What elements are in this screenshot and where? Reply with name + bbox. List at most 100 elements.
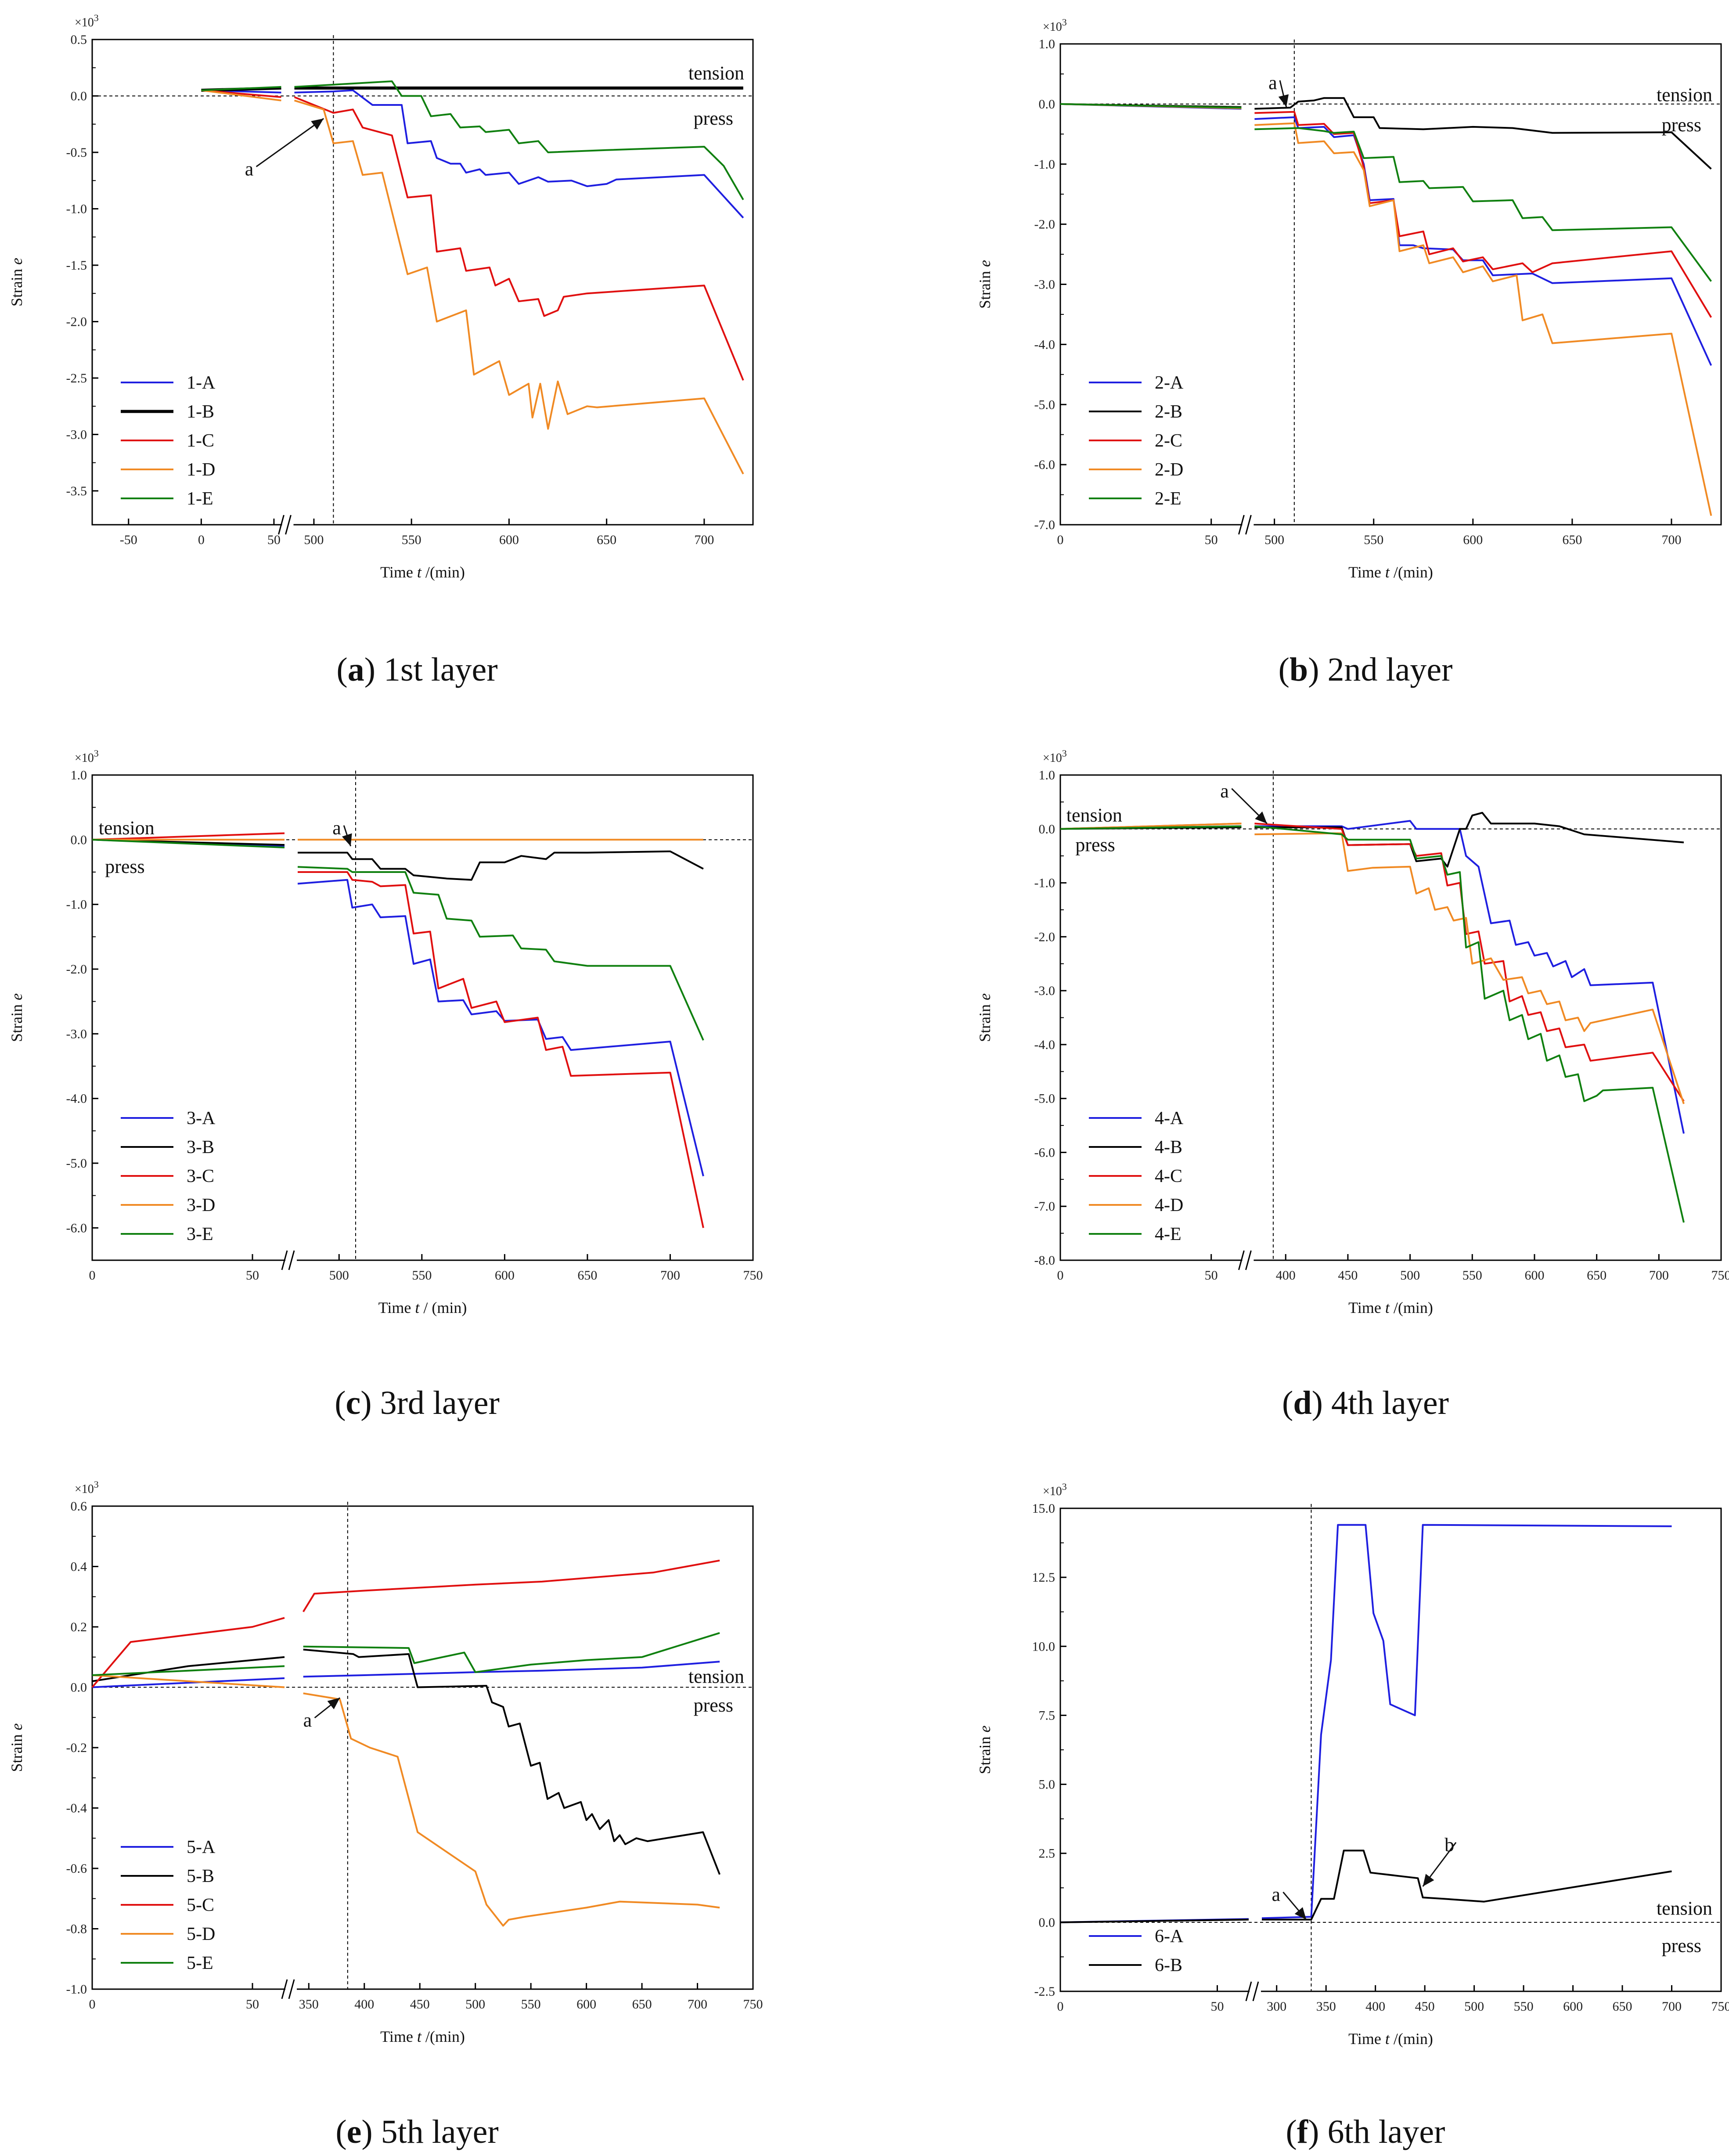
y-tick-label: -2.0: [66, 314, 87, 329]
x-axis-label-var: t: [1385, 1299, 1390, 1316]
y-exponent-base: ×10: [1043, 751, 1062, 765]
y-exponent-power: 3: [1062, 748, 1067, 759]
y-tick-label: 0.0: [1039, 1915, 1055, 1930]
axis-break-slash: [1252, 1981, 1259, 2001]
series-line-1-D-seg2: [294, 99, 744, 475]
plot-frame: [91, 39, 754, 526]
x-axis-label: Time t /(min): [1348, 563, 1433, 581]
legend-label-4-C: 4-C: [1155, 1166, 1182, 1186]
y-tick-label: -0.8: [66, 1922, 87, 1936]
y-tick-label: -3.0: [1034, 278, 1055, 292]
x-tick-label: 500: [1400, 1268, 1420, 1283]
x-tick-label: 700: [1649, 1268, 1669, 1283]
legend-label-6-A: 6-A: [1155, 1926, 1184, 1947]
y-exponent-label: ×103: [1043, 1481, 1067, 1498]
x-tick-label: 700: [1662, 1999, 1682, 2014]
plot-frame: [1059, 1507, 1722, 1992]
x-axis-label-var: t: [417, 563, 422, 581]
y-tick-label: -0.4: [66, 1801, 87, 1816]
x-axis-label-var: t: [1385, 563, 1390, 581]
x-axis-label-text: Time: [1348, 563, 1385, 581]
annotation-a: a: [332, 817, 341, 839]
y-tick-label: 0.0: [71, 833, 87, 847]
y-tick-label: 0.5: [71, 32, 87, 47]
x-tick-label: 550: [521, 1997, 541, 2012]
annotation-tension: tension: [99, 817, 155, 839]
x-axis-label-unit: /(min): [1390, 563, 1433, 581]
x-tick-label: 50: [1210, 1999, 1224, 2014]
x-axis-label-unit: /(min): [421, 2028, 465, 2045]
panel-caption: (d) 4th layer: [1282, 1384, 1449, 1421]
annotation-a: a: [1220, 780, 1229, 802]
series-line-5-E-seg1: [92, 1665, 285, 1676]
caption-letter: f: [1297, 2113, 1309, 2150]
y-tick-label: 5.0: [1039, 1777, 1055, 1792]
y-tick-label: -5.0: [66, 1156, 87, 1171]
x-axis-label: Time t /(min): [380, 563, 465, 581]
y-tick-label: 15.0: [1032, 1501, 1055, 1516]
x-tick-label: 50: [246, 1997, 259, 2012]
caption-open-paren: (: [1279, 651, 1290, 688]
series-line-5-D-seg1: [92, 1674, 285, 1688]
y-tick-label: -0.5: [66, 145, 87, 160]
x-tick-label: 550: [1462, 1268, 1482, 1283]
y-tick-label: 7.5: [1039, 1708, 1055, 1723]
y-tick-label: -3.0: [66, 1027, 87, 1041]
y-tick-label: -6.0: [1034, 1145, 1055, 1160]
x-tick-label: 650: [577, 1268, 597, 1283]
x-axis-label-text: Time: [378, 1299, 415, 1316]
series-line-2-A-seg2: [1254, 116, 1712, 366]
series-line-1-E-seg2: [294, 80, 744, 200]
x-tick-label: 300: [1267, 1999, 1286, 2014]
annotation-tension: tension: [1657, 1897, 1712, 1919]
y-tick-label: -2.5: [66, 371, 87, 386]
y-tick-label: 1.0: [1039, 768, 1055, 782]
x-tick-label: 350: [299, 1997, 319, 2012]
y-axis-label-var: e: [976, 260, 994, 267]
annotation-press: press: [1662, 114, 1701, 136]
y-exponent-label: ×103: [75, 12, 99, 29]
x-tick-label: 0: [1057, 1999, 1064, 2014]
y-tick-label: 1.0: [71, 768, 87, 782]
legend-label-5-A: 5-A: [187, 1837, 216, 1857]
y-tick-label: 0.4: [71, 1560, 87, 1574]
annotation-arrow-b: [1422, 1842, 1457, 1887]
y-axis-label-var: e: [8, 1723, 25, 1730]
caption-open-paren: (: [335, 2113, 346, 2150]
annotation-press: press: [1662, 1935, 1701, 1956]
x-tick-label: 0: [1057, 533, 1064, 547]
y-axis-label: Strain e: [8, 258, 25, 306]
plot-frame: [1059, 43, 1722, 526]
chart-panel-b: 1.0 0.0 -1.0 -2.0 -3.0 -4.0 -5.0 -6.0 -7.00 50 500…: [976, 17, 1722, 688]
axis-break-slash: [1245, 1981, 1252, 2001]
x-tick-label: 500: [329, 1268, 349, 1283]
x-axis-label-unit: / (min): [419, 1299, 467, 1316]
y-tick-label: -1.0: [66, 1982, 87, 1997]
x-axis-label: Time t /(min): [1348, 1299, 1433, 1316]
y-tick-label: -4.0: [1034, 337, 1055, 352]
legend-label-3-C: 3-C: [187, 1166, 214, 1186]
y-exponent-base: ×10: [75, 751, 94, 765]
y-tick-label: -3.0: [66, 427, 87, 442]
y-tick-label: -6.0: [66, 1221, 87, 1235]
caption-text: 4th layer: [1323, 1384, 1449, 1421]
y-tick-label: 0.0: [71, 1680, 87, 1695]
series-line-4-C-seg2: [1254, 822, 1685, 1102]
x-tick-label: 650: [632, 1997, 652, 2012]
x-tick-label: 50: [246, 1268, 259, 1283]
x-axis-label-var: t: [1385, 2030, 1390, 2048]
x-tick-label: 650: [1613, 1999, 1632, 2014]
legend-label-2-C: 2-C: [1155, 431, 1182, 451]
y-axis-label-var: e: [8, 993, 25, 1000]
legend-label-6-B: 6-B: [1155, 1955, 1182, 1976]
y-axis-label-text: Strain: [8, 1730, 25, 1772]
x-tick-label: 600: [495, 1268, 515, 1283]
x-tick-label: 600: [1563, 1999, 1583, 2014]
y-exponent-label: ×103: [75, 1479, 99, 1496]
y-tick-label: -7.0: [1034, 1199, 1055, 1214]
legend-label-3-D: 3-D: [187, 1195, 215, 1215]
legend-label-1-D: 1-D: [187, 460, 215, 480]
x-tick-label: 600: [576, 1997, 596, 2012]
series-line-3-C-seg2: [298, 871, 704, 1228]
x-tick-label: 500: [465, 1997, 485, 2012]
